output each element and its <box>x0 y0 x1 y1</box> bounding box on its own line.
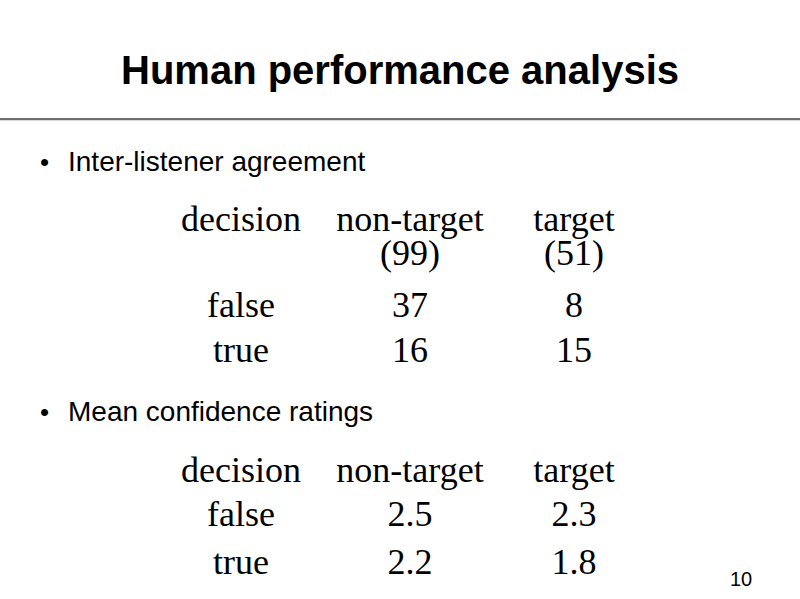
column-header-decision: decision <box>166 202 316 236</box>
table-subheader-row: (99) (51) <box>166 236 644 270</box>
table-row-true: true 16 15 <box>166 333 644 367</box>
table-row-false: false 37 8 <box>166 288 644 322</box>
table-cell: 8 <box>504 288 644 322</box>
target-count: (51) <box>504 236 644 270</box>
inter-listener-agreement-table: decision non-target target (99) (51) fal… <box>166 202 644 367</box>
table-row-false: false 2.5 2.3 <box>166 497 644 531</box>
bullet-label: Mean confidence ratings <box>68 396 373 428</box>
bullet-icon: • <box>40 396 68 428</box>
bullet-label: Inter-listener agreement <box>68 146 365 178</box>
page-number: 10 <box>730 569 752 589</box>
row-label: false <box>166 497 316 531</box>
column-header-non-target: non-target <box>316 202 504 236</box>
mean-confidence-ratings-table: decision non-target target false 2.5 2.3… <box>166 453 644 579</box>
column-header-decision: decision <box>166 453 316 487</box>
table-cell-empty <box>166 236 316 270</box>
table-cell: 2.5 <box>316 497 504 531</box>
column-header-non-target: non-target <box>316 453 504 487</box>
table-cell: 16 <box>316 333 504 367</box>
table-header-row: decision non-target target <box>166 202 644 236</box>
slide-title: Human performance analysis <box>0 48 800 92</box>
slide: Human performance analysis • Inter-liste… <box>0 0 800 599</box>
table-cell: 2.2 <box>316 545 504 579</box>
table-row-true: true 2.2 1.8 <box>166 545 644 579</box>
column-header-target: target <box>504 453 644 487</box>
non-target-count: (99) <box>316 236 504 270</box>
row-label: true <box>166 333 316 367</box>
row-label: true <box>166 545 316 579</box>
column-header-target: target <box>504 202 644 236</box>
table-cell: 1.8 <box>504 545 644 579</box>
table-cell: 37 <box>316 288 504 322</box>
bullet-item-inter-listener-agreement: • Inter-listener agreement <box>40 146 365 178</box>
title-divider-line <box>0 118 800 121</box>
table-cell: 2.3 <box>504 497 644 531</box>
row-label: false <box>166 288 316 322</box>
table-cell: 15 <box>504 333 644 367</box>
bullet-icon: • <box>40 146 68 178</box>
table-header-row: decision non-target target <box>166 453 644 487</box>
bullet-item-mean-confidence-ratings: • Mean confidence ratings <box>40 396 373 428</box>
